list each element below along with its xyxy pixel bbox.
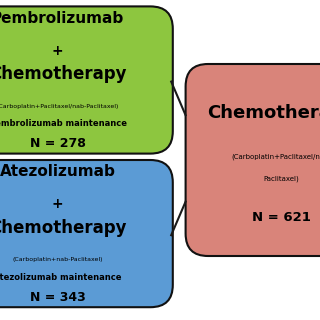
Text: N = 343: N = 343 — [30, 291, 85, 304]
Text: Pembrolizumab: Pembrolizumab — [0, 11, 124, 26]
Text: Paclitaxel): Paclitaxel) — [264, 176, 300, 182]
Text: Chemotherapy: Chemotherapy — [0, 65, 126, 83]
Text: +: + — [52, 197, 63, 211]
Text: Chemotherapy: Chemotherapy — [207, 104, 320, 122]
FancyBboxPatch shape — [186, 64, 320, 256]
FancyBboxPatch shape — [0, 6, 173, 154]
Text: +: + — [52, 44, 63, 58]
FancyBboxPatch shape — [0, 160, 173, 307]
Text: N = 278: N = 278 — [30, 137, 85, 150]
Text: N = 621: N = 621 — [252, 211, 311, 224]
Text: Chemotherapy: Chemotherapy — [0, 219, 126, 237]
Text: (Carboplatin+Paclitaxel/nab-: (Carboplatin+Paclitaxel/nab- — [232, 154, 320, 160]
Text: (Carboplatin+Paclitaxel/nab-Paclitaxel): (Carboplatin+Paclitaxel/nab-Paclitaxel) — [0, 104, 119, 109]
Text: (Carboplatin+nab-Paclitaxel): (Carboplatin+nab-Paclitaxel) — [12, 257, 103, 262]
Text: Atezolizumab maintenance: Atezolizumab maintenance — [0, 273, 122, 282]
Text: Atezolizumab: Atezolizumab — [0, 164, 116, 179]
Text: Pembrolizumab maintenance: Pembrolizumab maintenance — [0, 119, 127, 128]
